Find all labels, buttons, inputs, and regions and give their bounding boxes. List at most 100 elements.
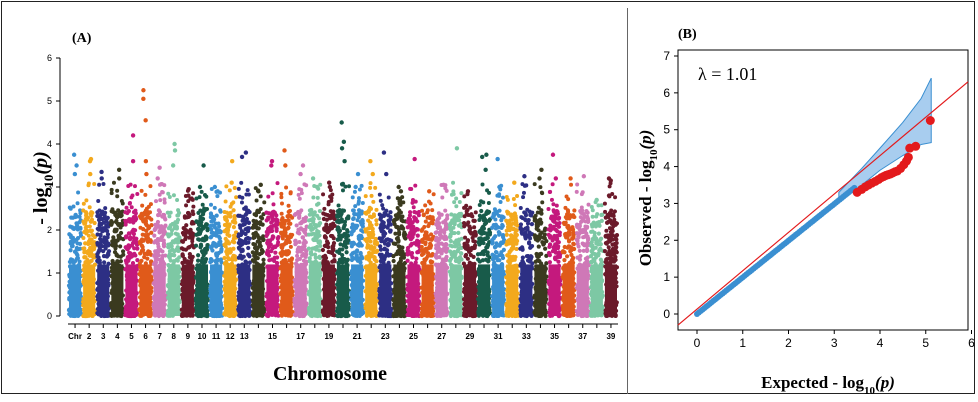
snp-point <box>375 249 379 253</box>
snp-point <box>169 211 173 215</box>
snp-point <box>271 202 275 206</box>
snp-density-base <box>97 264 109 316</box>
snp-point <box>203 224 207 228</box>
snp-point <box>297 240 301 244</box>
snp-density-base <box>238 264 250 316</box>
snp-point <box>124 259 128 263</box>
snp-point <box>279 192 283 196</box>
snp-point <box>116 208 120 212</box>
snp-point <box>275 255 279 259</box>
snp-point <box>209 259 213 263</box>
snp-point <box>367 251 371 255</box>
snp-point <box>399 256 403 260</box>
snp-point <box>201 251 205 255</box>
y-title-prefix: - log <box>30 188 52 225</box>
snp-point <box>149 231 153 235</box>
snp-point <box>171 222 175 226</box>
snp-point <box>181 247 185 251</box>
y-tick-label: 4 <box>47 139 52 149</box>
snp-point <box>402 232 406 236</box>
snp-point <box>298 221 302 225</box>
snp-point <box>224 184 228 188</box>
chromosome-26-points <box>420 189 436 318</box>
snp-point <box>231 247 235 251</box>
snp-point <box>125 206 129 210</box>
snp-point <box>266 195 270 199</box>
snp-point <box>382 247 386 251</box>
snp-density-base <box>154 264 166 316</box>
snp-point <box>217 222 221 226</box>
snp-point <box>194 244 198 248</box>
snp-point <box>309 208 313 212</box>
snp-point <box>397 232 401 236</box>
snp-point <box>393 222 397 226</box>
snp-point <box>298 249 302 253</box>
snp-point <box>194 196 198 200</box>
snp-point <box>159 258 163 262</box>
snp-point <box>368 215 372 219</box>
snp-point <box>223 210 227 214</box>
snp-point <box>406 259 410 263</box>
snp-point <box>315 203 319 207</box>
snp-peak-point <box>141 88 145 92</box>
snp-point <box>388 210 392 214</box>
snp-point <box>201 203 205 207</box>
snp-point <box>219 247 223 251</box>
snp-peak-point <box>340 146 344 150</box>
snp-point <box>198 217 202 221</box>
snp-point <box>115 228 119 232</box>
snp-point <box>301 235 305 239</box>
chromosome-25-points <box>405 157 421 318</box>
snp-peak-point <box>173 148 177 152</box>
snp-peak-point <box>143 118 147 122</box>
chromosome-4-points <box>109 168 125 318</box>
snp-point <box>167 214 171 218</box>
chromosome-8-points <box>166 142 182 318</box>
snp-peak-point <box>155 176 159 180</box>
snp-point <box>317 233 321 237</box>
snp-point <box>172 193 176 197</box>
snp-point <box>379 199 383 203</box>
snp-point <box>111 235 115 239</box>
snp-point <box>253 212 257 216</box>
snp-point <box>97 208 101 212</box>
snp-point <box>247 226 251 230</box>
snp-point <box>166 192 170 196</box>
snp-point <box>130 193 134 197</box>
snp-point <box>407 234 411 238</box>
snp-point <box>267 258 271 262</box>
snp-point <box>251 250 255 254</box>
snp-point <box>242 207 246 211</box>
snp-point <box>158 193 162 197</box>
snp-point <box>147 205 151 209</box>
snp-point <box>340 182 344 186</box>
snp-point <box>88 205 92 209</box>
snp-point <box>212 233 216 237</box>
snp-point <box>383 255 387 259</box>
snp-point <box>259 215 263 219</box>
snp-density-base <box>168 264 180 316</box>
snp-point <box>373 186 377 190</box>
snp-point <box>174 225 178 229</box>
snp-point <box>289 190 293 194</box>
chromosome-17-points <box>293 163 309 318</box>
snp-point <box>339 237 343 241</box>
snp-point <box>378 213 382 217</box>
chromosome-5-points <box>123 133 139 318</box>
snp-point <box>152 234 156 238</box>
snp-point <box>337 260 341 264</box>
snp-point <box>356 243 360 247</box>
snp-point <box>71 226 75 230</box>
snp-point <box>283 258 287 262</box>
snp-point <box>241 215 245 219</box>
snp-point <box>284 185 288 189</box>
snp-point <box>135 192 139 196</box>
snp-point <box>138 226 142 230</box>
snp-point <box>73 250 77 254</box>
snp-peak-point <box>298 172 302 176</box>
snp-point <box>128 237 132 241</box>
snp-point <box>184 203 188 207</box>
snp-point <box>304 255 308 259</box>
snp-point <box>313 246 317 250</box>
snp-point <box>380 220 384 224</box>
